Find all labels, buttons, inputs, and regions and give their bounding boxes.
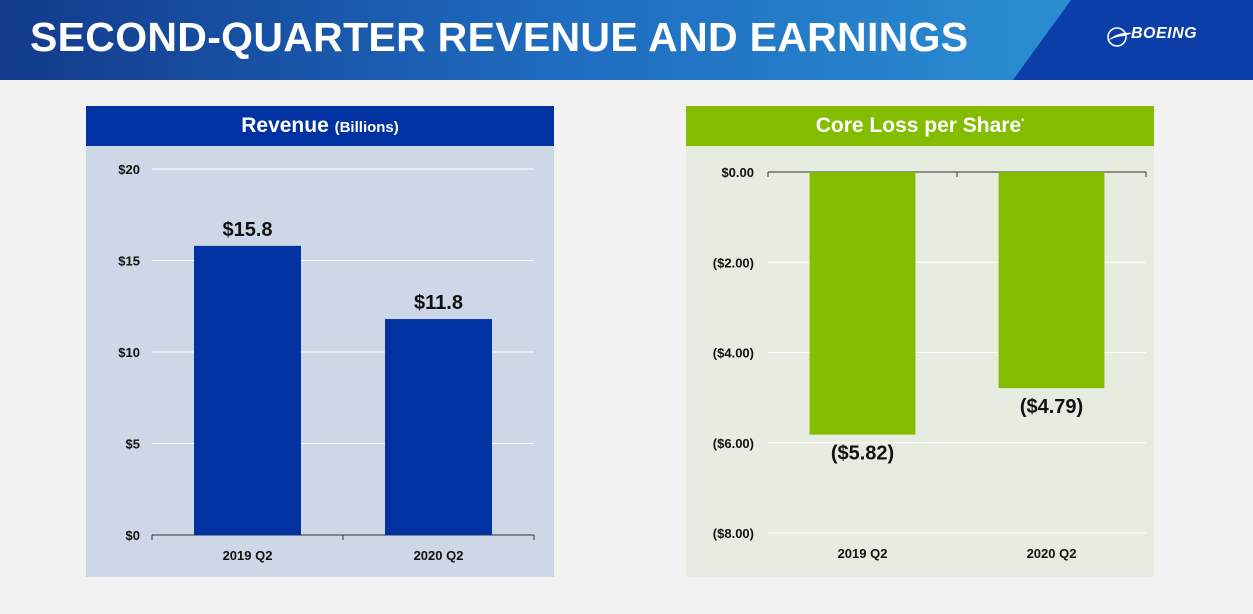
y-tick-label: $5 [126,437,140,452]
y-tick-label: ($2.00) [713,255,754,270]
revenue-chart-header: Revenue (Billions) [86,106,554,146]
bar-2020-q2 [385,319,492,535]
y-tick-label: ($6.00) [713,436,754,451]
y-tick-label: ($4.00) [713,346,754,361]
y-tick-label: ($8.00) [713,526,754,541]
y-tick-label: $0 [126,528,140,543]
y-tick-label: $10 [118,345,140,360]
x-category-label: 2019 Q2 [838,546,888,561]
x-category-label: 2020 Q2 [1027,546,1077,561]
core-loss-chart: $0.00 ($2.00) ($4.00) ($6.00) ($8.00) ($5.82)… [713,165,1147,561]
y-tick-label: $0.00 [721,165,754,180]
boeing-logo-icon [1107,27,1132,47]
bar-2019-q2 [194,245,301,536]
y-tick-label: $20 [118,162,140,177]
core-loss-chart-panel: Core Loss per Share* $0.00 ($2.00) ($4.00)… [686,106,1154,577]
slide-header: SECOND-QUARTER REVENUE AND EARNINGS [0,0,1253,80]
data-label: ($4.79) [1020,396,1083,418]
core-loss-chart-header: Core Loss per Share* [686,106,1154,146]
revenue-chart: $0 $5 $10 $15 $20 $15.8 2019 Q2 $11.8 2020 Q2 [118,162,535,563]
slide-title: SECOND-QUARTER REVENUE AND EARNINGS [30,14,969,60]
revenue-chart-panel: Revenue (Billions) $0 $5 $10 $15 $20 $15.8 201… [86,106,554,577]
boeing-logo-text: BOEING [1131,25,1198,42]
bar-2020-q2 [998,172,1105,389]
x-category-label: 2020 Q2 [414,548,464,563]
x-category-label: 2019 Q2 [223,548,273,563]
revenue-chart-subtitle: (Billions) [334,119,399,136]
data-label: $15.8 [222,219,272,241]
core-loss-title-marker: * [1021,117,1025,126]
bar-2019-q2 [809,172,916,435]
data-label: $11.8 [414,292,463,314]
revenue-chart-title: Revenue [241,114,329,137]
y-tick-label: $15 [118,254,140,269]
core-loss-chart-title: Core Loss per Share [815,114,1022,137]
data-label: ($5.82) [831,443,894,465]
